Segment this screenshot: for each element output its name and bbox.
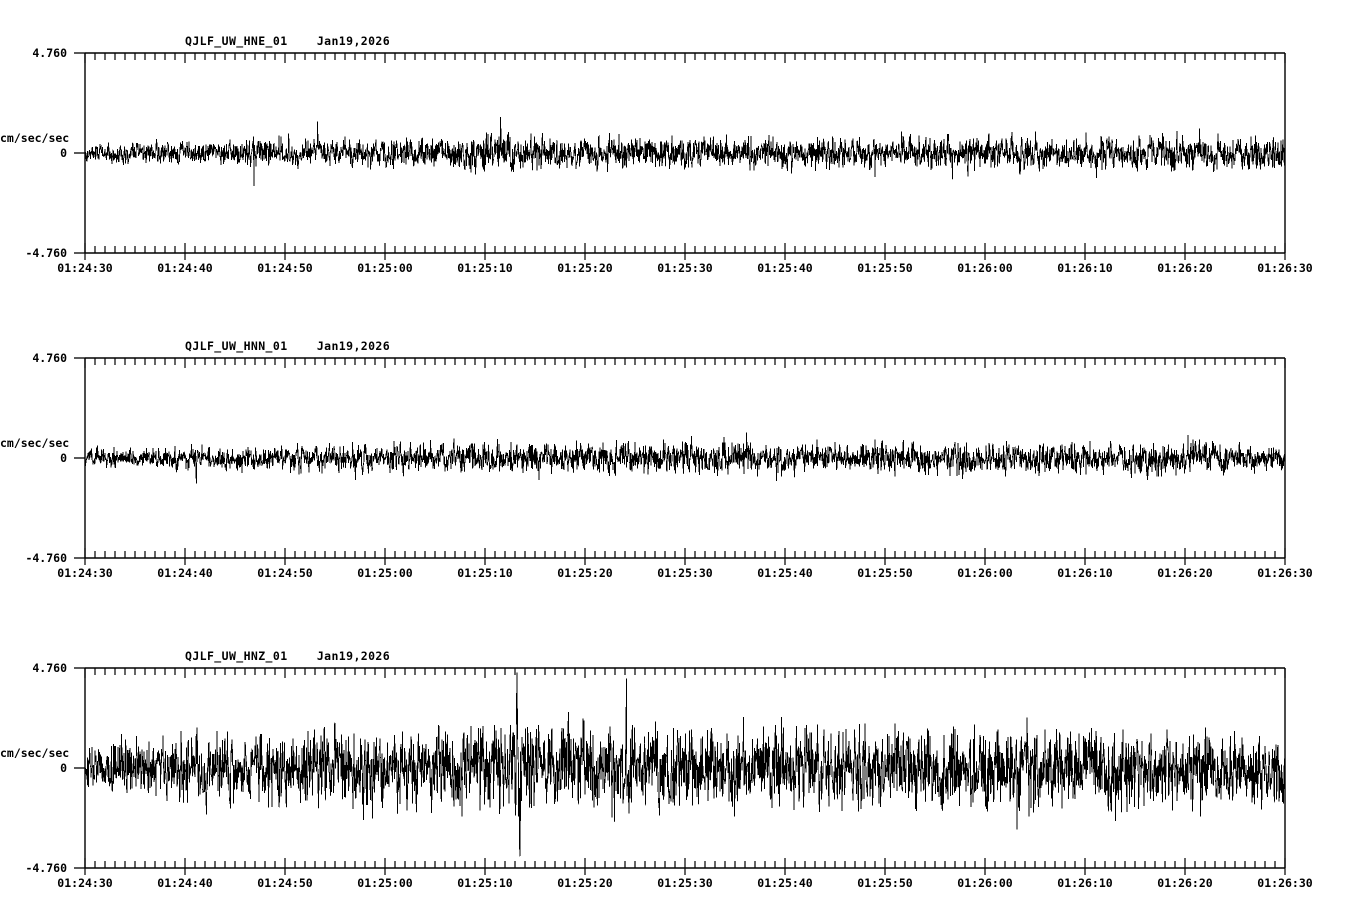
x-tick-marks	[84, 358, 1286, 565]
x-tick-label: 01:24:40	[157, 876, 213, 890]
x-tick-label: 01:24:30	[57, 261, 113, 275]
x-tick-label: 01:25:40	[757, 566, 813, 580]
x-tick-marks	[84, 53, 1286, 260]
y-tick-label: -4.760	[25, 551, 67, 565]
plot-canvas	[74, 667, 1286, 875]
x-tick-label: 01:26:30	[1257, 876, 1313, 890]
x-tick-label: 01:25:30	[657, 261, 713, 275]
y-tick-label: 0	[60, 451, 67, 465]
x-tick-label: 01:25:30	[657, 876, 713, 890]
y-tick-label: 0	[60, 761, 67, 775]
x-tick-label: 01:25:40	[757, 261, 813, 275]
y-tick-label: 4.760	[32, 351, 67, 365]
x-tick-label: 01:26:00	[957, 566, 1013, 580]
y-tick-marks	[74, 52, 85, 254]
waveform-trace	[84, 116, 1286, 187]
panel-title: QJLF_UW_HNZ_01 Jan19,2026	[185, 649, 391, 663]
x-tick-label: 01:25:10	[457, 566, 513, 580]
y-axis-unit-label: cm/sec/sec	[0, 131, 70, 145]
waveform-trace	[84, 672, 1286, 857]
panel-title: QJLF_UW_HNE_01 Jan19,2026	[185, 34, 391, 48]
plot-canvas	[74, 52, 1286, 260]
x-tick-label: 01:25:00	[357, 876, 413, 890]
x-tick-label: 01:25:40	[757, 876, 813, 890]
x-tick-label: 01:26:00	[957, 261, 1013, 275]
x-tick-label: 01:25:10	[457, 876, 513, 890]
x-tick-label: 01:26:10	[1057, 566, 1113, 580]
y-axis-unit-label: cm/sec/sec	[0, 746, 70, 760]
y-axis-unit-label: cm/sec/sec	[0, 436, 70, 450]
y-tick-label: 0	[60, 146, 67, 160]
x-tick-label: 01:24:50	[257, 261, 313, 275]
x-tick-marks	[84, 668, 1286, 875]
x-tick-label: 01:25:50	[857, 566, 913, 580]
waveform-trace	[84, 432, 1286, 484]
x-tick-label: 01:25:00	[357, 566, 413, 580]
y-tick-label: 4.760	[32, 46, 67, 60]
x-tick-label: 01:25:20	[557, 261, 613, 275]
x-tick-label: 01:24:30	[57, 566, 113, 580]
x-tick-label: 01:26:30	[1257, 261, 1313, 275]
x-tick-label: 01:26:20	[1157, 566, 1213, 580]
x-tick-label: 01:25:10	[457, 261, 513, 275]
x-tick-label: 01:26:10	[1057, 261, 1113, 275]
x-tick-label: 01:26:30	[1257, 566, 1313, 580]
x-tick-label: 01:24:50	[257, 566, 313, 580]
x-tick-label: 01:25:30	[657, 566, 713, 580]
y-tick-label: -4.760	[25, 246, 67, 260]
x-tick-label: 01:25:50	[857, 261, 913, 275]
y-tick-marks	[74, 357, 85, 559]
x-tick-label: 01:26:20	[1157, 261, 1213, 275]
x-tick-label: 01:25:00	[357, 261, 413, 275]
x-tick-label: 01:24:40	[157, 261, 213, 275]
x-tick-label: 01:24:40	[157, 566, 213, 580]
x-tick-label: 01:25:50	[857, 876, 913, 890]
x-tick-label: 01:24:30	[57, 876, 113, 890]
plot-canvas	[74, 357, 1286, 565]
x-tick-label: 01:25:20	[557, 876, 613, 890]
x-tick-label: 01:26:20	[1157, 876, 1213, 890]
x-tick-label: 01:25:20	[557, 566, 613, 580]
x-tick-label: 01:26:00	[957, 876, 1013, 890]
panel-title: QJLF_UW_HNN_01 Jan19,2026	[185, 339, 391, 353]
y-tick-label: 4.760	[32, 661, 67, 675]
y-tick-label: -4.760	[25, 861, 67, 875]
x-tick-label: 01:26:10	[1057, 876, 1113, 890]
x-tick-label: 01:24:50	[257, 876, 313, 890]
y-tick-marks	[74, 667, 85, 869]
